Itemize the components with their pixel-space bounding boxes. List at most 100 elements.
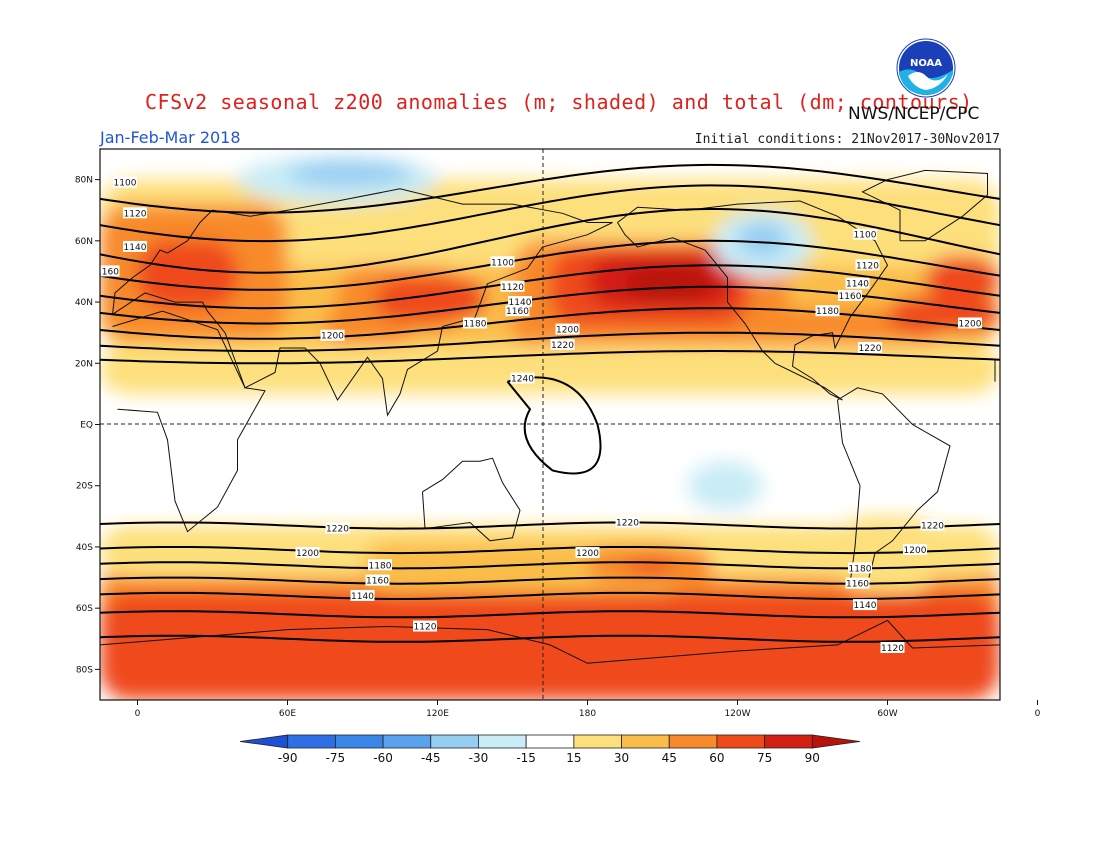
contour-label: 1200 xyxy=(296,549,319,559)
initial-conditions-label: Initial conditions: 21Nov2017-30Nov2017 xyxy=(694,132,1000,147)
contour-label-box xyxy=(920,519,945,531)
contour-label-box xyxy=(123,207,147,219)
colorbar-tick-label: 90 xyxy=(805,751,820,765)
contour-label-box xyxy=(463,317,487,329)
lon-label: 120W xyxy=(724,709,750,719)
agency-label: NWS/NCEP/CPC xyxy=(848,104,980,124)
contour-label-box xyxy=(838,289,862,301)
colorbar-swatch xyxy=(811,734,861,749)
contour-label: 1180 xyxy=(369,561,392,571)
contour-label: 1140 xyxy=(854,601,877,611)
colorbar-tick-label: 45 xyxy=(662,751,677,765)
contour-label-box xyxy=(500,280,525,292)
contour-label: 1160 xyxy=(366,577,389,587)
colorbar-swatch xyxy=(382,734,432,749)
lat-label: 80N xyxy=(75,176,93,186)
contour-label-box xyxy=(550,338,575,350)
contour-label: 1120 xyxy=(856,261,879,271)
contour-label: 1120 xyxy=(881,644,904,654)
colorbar-swatch xyxy=(287,734,336,749)
contour-label-box xyxy=(325,522,350,534)
contour-label-box xyxy=(123,240,147,252)
colorbar-swatch xyxy=(525,734,575,749)
lon-label: 0 xyxy=(135,709,141,719)
contour-label: 1160 xyxy=(846,580,869,590)
contour-label-box xyxy=(510,372,535,384)
contour-label: 1240 xyxy=(511,375,534,385)
contour-label-box xyxy=(368,559,392,571)
lat-label: 60N xyxy=(75,237,93,247)
colorbar-swatch xyxy=(716,734,766,749)
colorbar-tick-label: -60 xyxy=(373,751,393,765)
contour-label: 1180 xyxy=(849,564,872,574)
colorbar-tick-label: -75 xyxy=(326,751,346,765)
lon-label: 0 xyxy=(1035,709,1041,719)
contour-label: 1220 xyxy=(326,525,349,535)
contour-label: 1140 xyxy=(124,243,147,253)
colorbar-tick-label: -45 xyxy=(421,751,441,765)
contour-label-box xyxy=(508,296,532,308)
lon-label: 60E xyxy=(279,709,296,719)
noaa-logo-icon: NOAA xyxy=(896,38,956,98)
contour-label-box xyxy=(555,323,580,335)
lat-label: 20S xyxy=(76,482,93,492)
lon-label: 60W xyxy=(877,709,897,719)
contour-label-box xyxy=(365,574,390,586)
contour-label: 1200 xyxy=(959,319,982,329)
contour-label: 1200 xyxy=(556,326,579,336)
map-title: CFSv2 seasonal z200 anomalies (m; shaded… xyxy=(145,90,973,114)
contour-label: 1200 xyxy=(321,332,344,342)
svg-text:NOAA: NOAA xyxy=(910,58,942,69)
contour-label-box xyxy=(845,277,870,289)
contour-label: 1160 xyxy=(96,267,119,277)
contour-label-box xyxy=(853,228,877,240)
contour-label-box xyxy=(113,176,137,188)
contour-label: 1140 xyxy=(351,592,374,602)
contour-label: 1220 xyxy=(859,344,882,354)
contour-label-box xyxy=(903,544,927,556)
contour-label: 1160 xyxy=(506,307,529,317)
contour-label-box xyxy=(100,265,120,277)
contour-label: 1100 xyxy=(491,258,514,268)
season-label: Jan-Feb-Mar 2018 xyxy=(100,128,241,147)
contour-label-box xyxy=(320,329,345,341)
anomaly-shading xyxy=(100,155,1000,700)
contour-label: 1180 xyxy=(464,319,487,329)
contour-label: 1100 xyxy=(854,231,877,241)
lat-label: 20N xyxy=(75,359,93,369)
lat-label: 60S xyxy=(76,604,93,614)
colorbar-tick-label: -15 xyxy=(516,751,536,765)
contour-label-box xyxy=(848,562,872,574)
colorbar-tick-label: -90 xyxy=(278,751,298,765)
colorbar-swatch xyxy=(239,734,289,749)
colorbar: -90 -75 -60 -45 -30 -15 15 30 45 60 75 90 xyxy=(239,734,861,765)
contour-label-box xyxy=(958,317,982,329)
colorbar-tick-label: -30 xyxy=(469,751,489,765)
contour-label-box xyxy=(490,256,515,268)
contour-label-box xyxy=(413,620,437,632)
colorbar-swatch xyxy=(430,734,479,749)
contour-label: 1140 xyxy=(509,298,532,308)
contour-label-box xyxy=(295,547,320,559)
contour-label: 1120 xyxy=(124,209,147,219)
colorbar-tick-label: 15 xyxy=(566,751,581,765)
contour-label: 1180 xyxy=(816,307,839,317)
contour-labels: 1100112011401160110011201140116011801200… xyxy=(96,176,982,654)
contour-label-box xyxy=(350,589,375,601)
colorbar-swatch xyxy=(668,734,718,749)
lat-label: 40S xyxy=(76,543,93,553)
contour-label: 1200 xyxy=(904,546,927,556)
contour-label: 1200 xyxy=(576,549,599,559)
contour-label-box xyxy=(845,577,870,589)
contour-label-box xyxy=(855,259,880,271)
lat-label: 80S xyxy=(76,665,93,675)
colorbar-swatch xyxy=(478,734,527,749)
contour-label-box xyxy=(815,305,840,317)
contour-label: 1220 xyxy=(921,522,944,532)
contour-label: 1160 xyxy=(839,292,862,302)
contour-label-box xyxy=(858,341,882,353)
contour-label-box xyxy=(853,599,877,611)
lat-label: 40N xyxy=(75,298,93,308)
coastline-layer xyxy=(100,169,1000,664)
contour-label: 1220 xyxy=(616,518,639,528)
